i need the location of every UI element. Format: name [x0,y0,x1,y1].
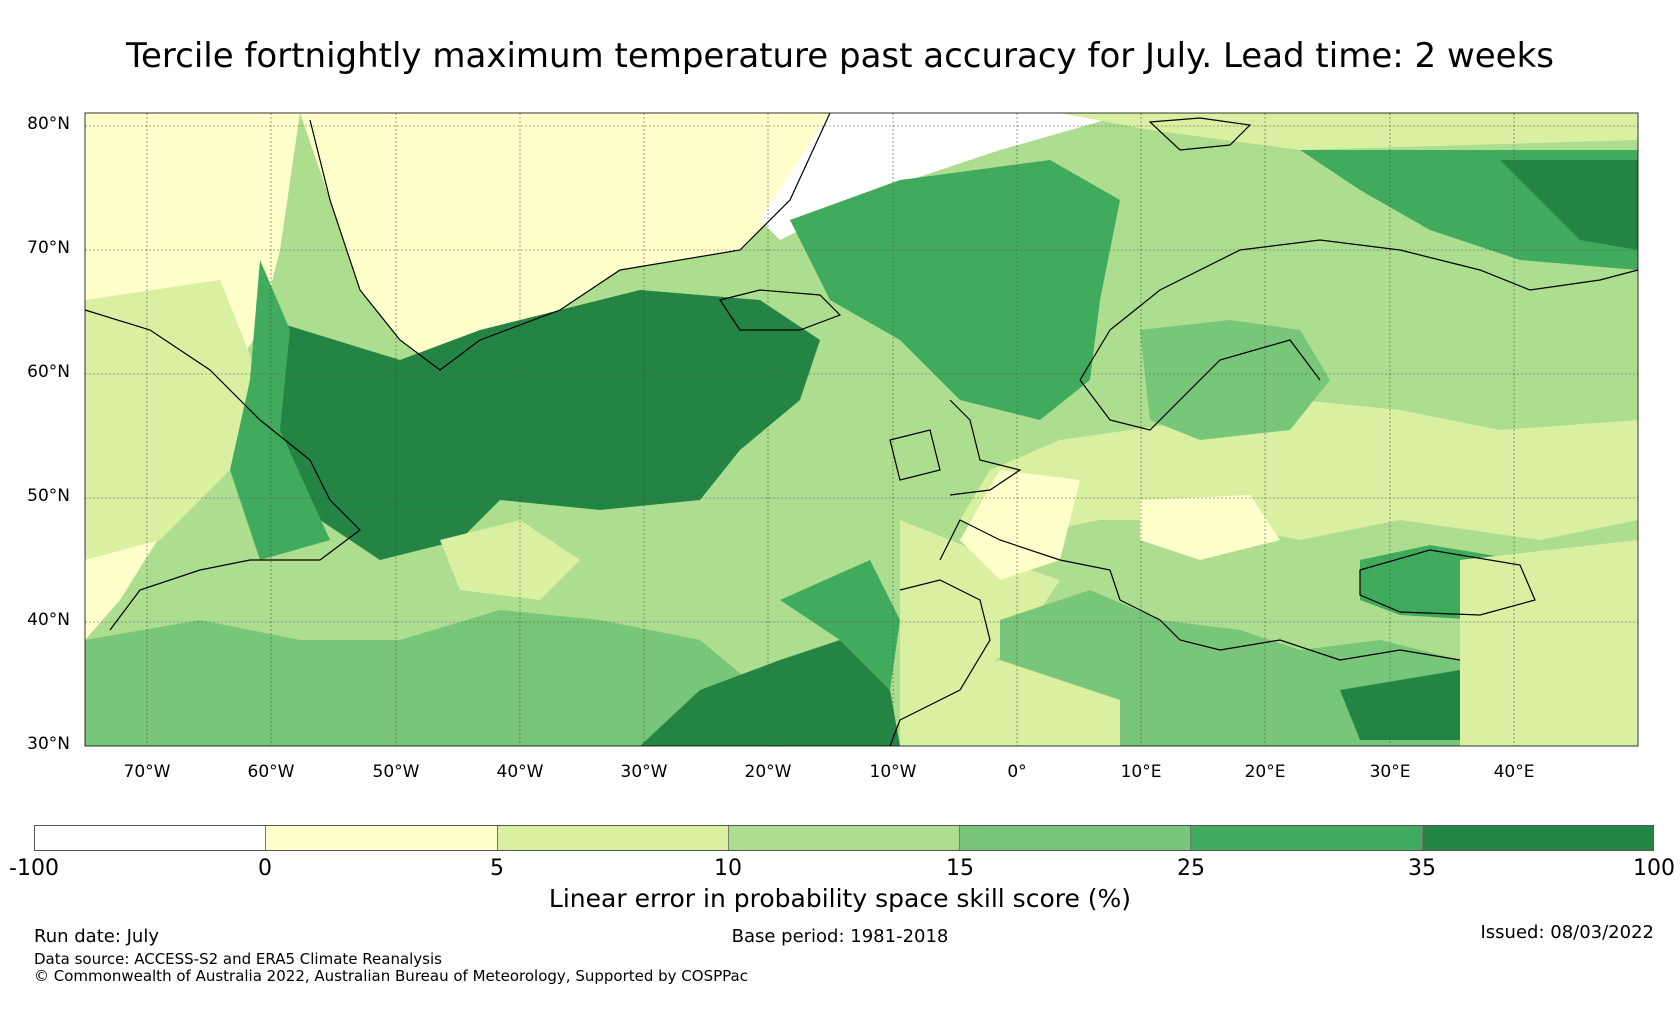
kara-sea-region [1500,160,1638,250]
lon-label-20w: 20°W [744,762,792,782]
colorbar [34,825,1654,851]
north-atlantic-high-skill [270,290,820,560]
colorbar-segment [960,826,1192,850]
greenland-region [300,113,830,370]
lat-label-60n: 60°N [27,362,70,382]
lon-label-60w: 60°W [247,762,295,782]
lon-label-10e: 10°E [1120,762,1162,782]
canary-high-skill [640,640,900,746]
colorbar-tick: 10 [714,856,742,881]
lat-label-40n: 40°N [27,610,70,630]
north-africa-region [900,660,1120,746]
east-mediterranean-high-skill [1340,670,1460,740]
map-frame [84,112,1639,747]
subtropical-atlantic-region [85,610,760,746]
coastlines [84,112,1639,747]
base-period: Base period: 1981-2018 [731,926,949,947]
copyright: © Commonwealth of Australia 2022, Austra… [34,967,748,985]
map-gridlines [85,113,1638,746]
colorbar-segment [266,826,498,850]
map-fill-layer [85,113,1638,746]
baltic-region [1140,320,1330,440]
colorbar-tick: -100 [9,856,59,881]
data-source: Data source: ACCESS-S2 and ERA5 Climate … [34,950,442,968]
lon-label-20e: 20°E [1244,762,1286,782]
mid-atlantic-low-skill [440,520,580,600]
france-low-skill [960,470,1080,580]
alps-low-skill [1140,495,1280,560]
colorbar-tick: 5 [490,856,504,881]
lon-label-70w: 70°W [123,762,171,782]
lon-label-40w: 40°W [496,762,544,782]
colorbar-segment [497,826,729,850]
lon-label-40e: 40°E [1493,762,1535,782]
colorbar-tick: 100 [1633,856,1675,881]
labrador-region [85,280,260,560]
colorbar-label: Linear error in probability space skill … [548,884,1132,913]
lon-label-50w: 50°W [372,762,420,782]
norwegian-sea-region [790,160,1120,420]
colorbar-segment [35,826,267,850]
map-title: Tercile fortnightly maximum temperature … [126,36,1554,76]
colorbar-segment [1191,826,1423,850]
lat-label-70n: 70°N [27,238,70,258]
colorbar-tick: 35 [1408,856,1436,881]
arctic-no-skill [760,113,1130,240]
arctic-east-region [1060,113,1638,150]
colorbar-segment [1422,826,1653,850]
lat-label-50n: 50°N [27,486,70,506]
labrador-sea-region [230,260,330,560]
lon-label-30e: 30°E [1369,762,1411,782]
colorbar-tick: 15 [946,856,974,881]
lon-label-10w: 10°W [869,762,917,782]
lat-label-80n: 80°N [27,114,70,134]
lon-label-0: 0° [1007,762,1027,782]
run-date: Run date: July [34,926,159,947]
colorbar-tick: 0 [258,856,272,881]
middle-east-region [1460,540,1638,746]
colorbar-segment [728,826,961,850]
issued-date: Issued: 08/03/2022 [1480,922,1654,943]
colorbar-tick: 25 [1177,856,1205,881]
lat-label-30n: 30°N [27,734,70,754]
lon-label-30w: 30°W [620,762,668,782]
central-europe-region [960,400,1638,540]
azores-region [780,560,900,690]
